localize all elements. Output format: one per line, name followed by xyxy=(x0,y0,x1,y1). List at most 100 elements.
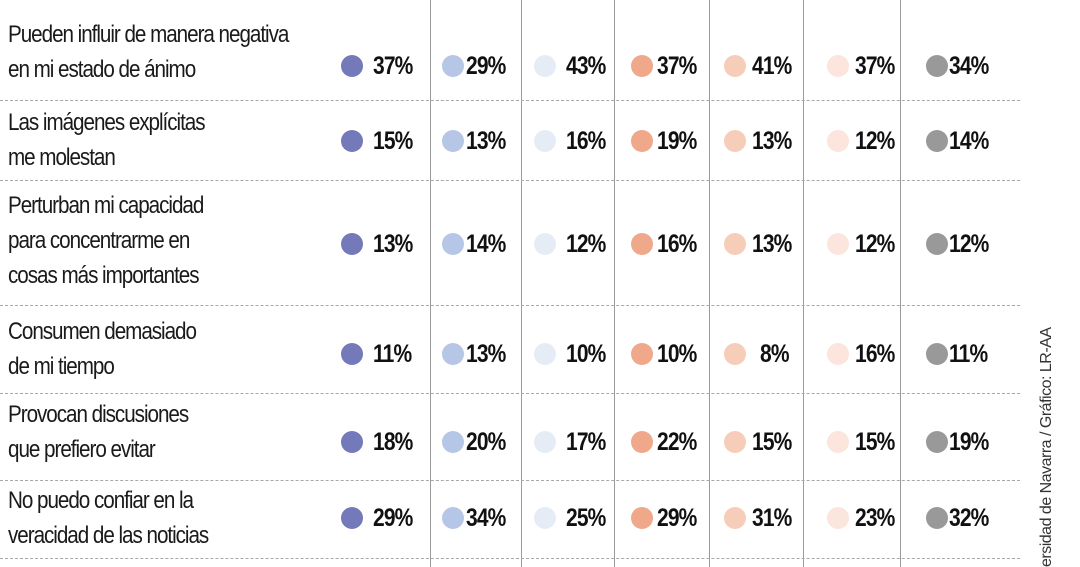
row-separator xyxy=(0,480,1020,481)
value-cell: 16% xyxy=(534,126,613,156)
value-cell: 13% xyxy=(724,126,799,156)
value: 12% xyxy=(566,229,606,258)
series-dot-icon xyxy=(534,343,556,365)
value-cell: 13% xyxy=(442,126,513,156)
value-cell: 20% xyxy=(442,427,513,457)
value-cell: 15% xyxy=(724,427,799,457)
value: 12% xyxy=(855,126,895,155)
value-cell: 37% xyxy=(341,51,420,81)
value: 37% xyxy=(855,51,895,80)
value-cell: 43% xyxy=(534,51,613,81)
value-cell: 37% xyxy=(827,51,902,81)
value: 41% xyxy=(752,51,792,80)
value: 19% xyxy=(949,427,989,456)
value-cell: 14% xyxy=(442,229,513,259)
value-cell: 11% xyxy=(341,339,419,369)
value: 15% xyxy=(373,126,413,155)
series-dot-icon xyxy=(724,55,746,77)
row-label-line: me molestan xyxy=(8,144,116,171)
value-cell: 17% xyxy=(534,427,613,457)
series-dot-icon xyxy=(827,343,849,365)
column-divider xyxy=(521,0,522,567)
series-dot-icon xyxy=(827,507,849,529)
value-cell: 13% xyxy=(724,229,799,259)
series-dot-icon xyxy=(724,130,746,152)
series-dot-icon xyxy=(534,233,556,255)
value-cell: 16% xyxy=(827,339,902,369)
value: 23% xyxy=(855,503,895,532)
series-dot-icon xyxy=(926,343,948,365)
value-cell: 15% xyxy=(341,126,420,156)
row-separator xyxy=(0,305,1020,306)
value: 8% xyxy=(760,339,790,368)
row-label-line: Las imágenes explícitas xyxy=(8,109,206,136)
value: 14% xyxy=(466,229,506,258)
value-cell: 22% xyxy=(631,427,704,457)
row-separator xyxy=(0,100,1020,101)
series-dot-icon xyxy=(442,130,464,152)
series-dot-icon xyxy=(534,130,556,152)
row-label: Las imágenes explícitas me molestan xyxy=(8,105,206,175)
value: 34% xyxy=(949,51,989,80)
row-label-line: cosas más importantes xyxy=(8,262,200,289)
value: 11% xyxy=(949,339,988,368)
row-label: No puedo confiar en la veracidad de las … xyxy=(8,483,209,553)
value: 29% xyxy=(373,503,413,532)
value-cell: 13% xyxy=(442,339,513,369)
value: 29% xyxy=(466,51,506,80)
value-cell: 29% xyxy=(341,503,420,533)
series-dot-icon xyxy=(827,233,849,255)
series-dot-icon xyxy=(341,507,363,529)
series-dot-icon xyxy=(724,343,746,365)
series-dot-icon xyxy=(534,431,556,453)
value: 10% xyxy=(566,339,606,368)
value: 12% xyxy=(949,229,989,258)
row-label-line: para concentrarme en xyxy=(8,227,190,254)
value-cell: 13% xyxy=(341,229,420,259)
series-dot-icon xyxy=(926,507,948,529)
series-dot-icon xyxy=(926,431,948,453)
value: 37% xyxy=(657,51,697,80)
series-dot-icon xyxy=(442,55,464,77)
series-dot-icon xyxy=(442,343,464,365)
value: 43% xyxy=(566,51,606,80)
series-dot-icon xyxy=(442,431,464,453)
value: 37% xyxy=(373,51,413,80)
row-separator xyxy=(0,558,1020,559)
row-label-line: de mi tiempo xyxy=(8,353,115,380)
series-dot-icon xyxy=(926,130,948,152)
value-cell: 15% xyxy=(827,427,902,457)
value: 31% xyxy=(752,503,792,532)
value: 11% xyxy=(373,339,412,368)
value: 29% xyxy=(657,503,697,532)
series-dot-icon xyxy=(631,343,653,365)
value: 16% xyxy=(855,339,895,368)
value: 34% xyxy=(466,503,506,532)
series-dot-icon xyxy=(926,55,948,77)
series-dot-icon xyxy=(534,55,556,77)
value-cell: 12% xyxy=(926,229,996,259)
row-label-line: veracidad de las noticias xyxy=(8,522,209,549)
value-cell: 12% xyxy=(534,229,613,259)
series-dot-icon xyxy=(341,55,363,77)
value: 15% xyxy=(752,427,792,456)
value: 20% xyxy=(466,427,506,456)
series-dot-icon xyxy=(341,130,363,152)
value: 14% xyxy=(949,126,989,155)
value-cell: 12% xyxy=(827,126,902,156)
value-cell: 18% xyxy=(341,427,420,457)
series-dot-icon xyxy=(827,130,849,152)
series-dot-icon xyxy=(341,431,363,453)
value-cell: 16% xyxy=(631,229,704,259)
series-dot-icon xyxy=(534,507,556,529)
row-label: Consumen demasiado de mi tiempo xyxy=(8,314,197,384)
series-dot-icon xyxy=(631,130,653,152)
value-cell: 19% xyxy=(631,126,704,156)
value: 12% xyxy=(855,229,895,258)
value: 13% xyxy=(373,229,413,258)
value-cell: 8% xyxy=(724,339,794,369)
value: 10% xyxy=(657,339,697,368)
series-dot-icon xyxy=(827,55,849,77)
value-cell: 34% xyxy=(442,503,513,533)
series-dot-icon xyxy=(724,431,746,453)
